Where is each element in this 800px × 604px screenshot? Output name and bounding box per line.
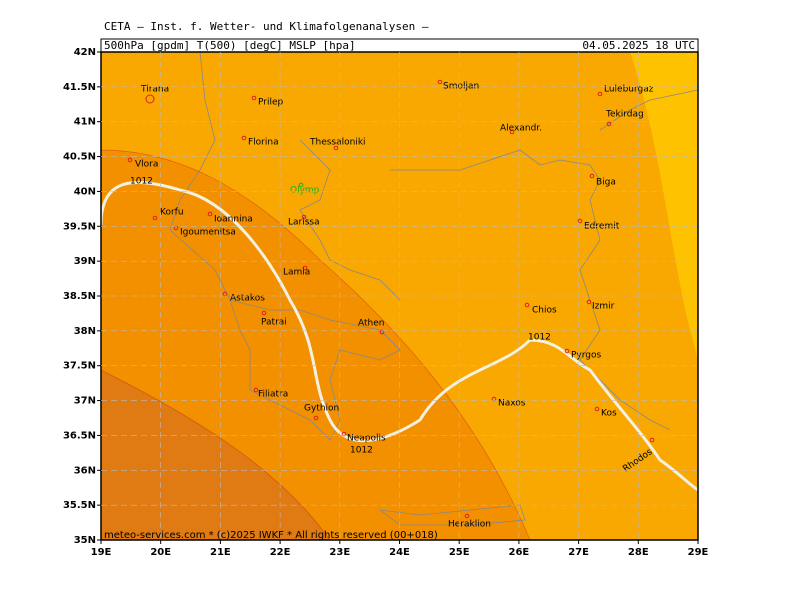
- city-marker: [509, 129, 515, 135]
- city-marker: [253, 387, 259, 393]
- lat-label: 39N: [74, 256, 96, 267]
- city-marker: [302, 265, 308, 271]
- city-marker: [261, 310, 267, 316]
- lon-label: 20E: [150, 547, 171, 558]
- axes: 42N 41.5N 41N 40.5N 40N 39.5N 39N 38.5N 38N 37.5N…: [63, 47, 709, 558]
- city-label: Naxos: [498, 399, 526, 409]
- city-marker: [586, 299, 592, 305]
- city-label: Filiatra: [258, 390, 288, 400]
- lon-label: 24E: [389, 547, 410, 558]
- city-label: Olymp: [290, 186, 320, 196]
- city-marker: [298, 182, 304, 188]
- field-cold: [101, 369, 331, 540]
- city-label: Luleburgaz: [604, 85, 654, 95]
- city-marker: [564, 348, 570, 354]
- lat-label: 42N: [74, 47, 96, 58]
- city-marker: [577, 218, 583, 224]
- city-label: Igoumenitsa: [180, 228, 236, 238]
- lat-label: 37N: [74, 396, 96, 407]
- city-label: Biga: [596, 178, 616, 188]
- city-label: Pyrgos: [571, 351, 602, 361]
- city-marker: [589, 173, 595, 179]
- city-label: Korfu: [160, 208, 184, 218]
- header-fields: 500hPa [gpdm] T(500) [degC] MSLP [hpa]: [104, 39, 356, 52]
- lon-label: 25E: [449, 547, 470, 558]
- isobar-label: 1012: [528, 333, 551, 343]
- city-marker: [524, 302, 530, 308]
- city-marker: [333, 145, 339, 151]
- city-label: Astakos: [230, 294, 265, 304]
- city-marker: [606, 121, 612, 127]
- lon-label: 23E: [329, 547, 350, 558]
- city-marker: [437, 79, 443, 85]
- lat-label: 38.5N: [63, 291, 96, 302]
- lat-label: 36.5N: [63, 430, 96, 441]
- lon-label: 21E: [210, 547, 231, 558]
- lat-label: 41.5N: [63, 82, 96, 93]
- city-label: Tirana: [140, 85, 169, 95]
- isobar-label: 1012: [350, 446, 373, 456]
- isobar-label: 1012: [130, 177, 153, 187]
- city-label: Gythion: [304, 404, 339, 414]
- city-label: Neapolis: [347, 434, 386, 444]
- header-title: CETA – Inst. f. Wetter- und Klimafolgena…: [104, 20, 429, 33]
- lon-label: 29E: [688, 547, 709, 558]
- city-marker: [597, 91, 603, 97]
- city-label: Izmir: [592, 302, 615, 312]
- city-label: Smoljan: [443, 82, 479, 92]
- city-label: Lamia: [283, 268, 310, 278]
- lon-label: 26E: [509, 547, 530, 558]
- lat-label: 39.5N: [63, 221, 96, 232]
- lon-label: 28E: [628, 547, 649, 558]
- city-marker: [241, 135, 247, 141]
- city-marker: [207, 211, 213, 217]
- city-label: Florina: [248, 138, 279, 148]
- city-label: Patrai: [261, 318, 287, 328]
- city-marker: [152, 215, 158, 221]
- city-label: Vlora: [135, 160, 158, 170]
- city-label: Thessaloniki: [309, 138, 366, 148]
- city-label: Larissa: [288, 218, 320, 228]
- lat-label: 36N: [74, 465, 96, 476]
- city-label: Alexandr.: [500, 124, 542, 134]
- city-marker: [594, 406, 600, 412]
- lat-label: 35N: [74, 535, 96, 546]
- city-label: Ioannina: [214, 215, 253, 225]
- lat-label: 38N: [74, 326, 96, 337]
- footer: meteo-services.com * (c)2025 IWKF * All …: [104, 530, 438, 541]
- city-marker: [251, 95, 257, 101]
- lon-label: 19E: [91, 547, 112, 558]
- lat-label: 40N: [74, 186, 96, 197]
- lat-label: 37.5N: [63, 361, 96, 372]
- city-marker: [313, 415, 319, 421]
- header-date: 04.05.2025 18 UTC: [582, 39, 695, 52]
- lat-label: 35.5N: [63, 500, 96, 511]
- city-marker: [649, 437, 655, 443]
- city-label: Prilep: [258, 98, 284, 108]
- lon-label: 22E: [270, 547, 291, 558]
- city-label: Athen: [358, 319, 384, 329]
- lon-label: 27E: [568, 547, 589, 558]
- city-marker: [127, 157, 133, 163]
- coastlines: [169, 52, 698, 526]
- isobar: [101, 180, 698, 492]
- city-marker: [145, 94, 155, 104]
- field-warm: [630, 52, 698, 360]
- city-label: Heraklion: [448, 520, 491, 530]
- city-label: Kos: [601, 409, 617, 419]
- city-label: Tekirdag: [605, 110, 644, 120]
- city-marker: [379, 329, 385, 335]
- lat-label: 40.5N: [63, 152, 96, 163]
- city-label: Chios: [532, 306, 557, 316]
- lat-label: 41N: [74, 117, 96, 128]
- city-marker: [341, 431, 347, 437]
- city-marker: [301, 214, 307, 220]
- city-marker: [464, 513, 470, 519]
